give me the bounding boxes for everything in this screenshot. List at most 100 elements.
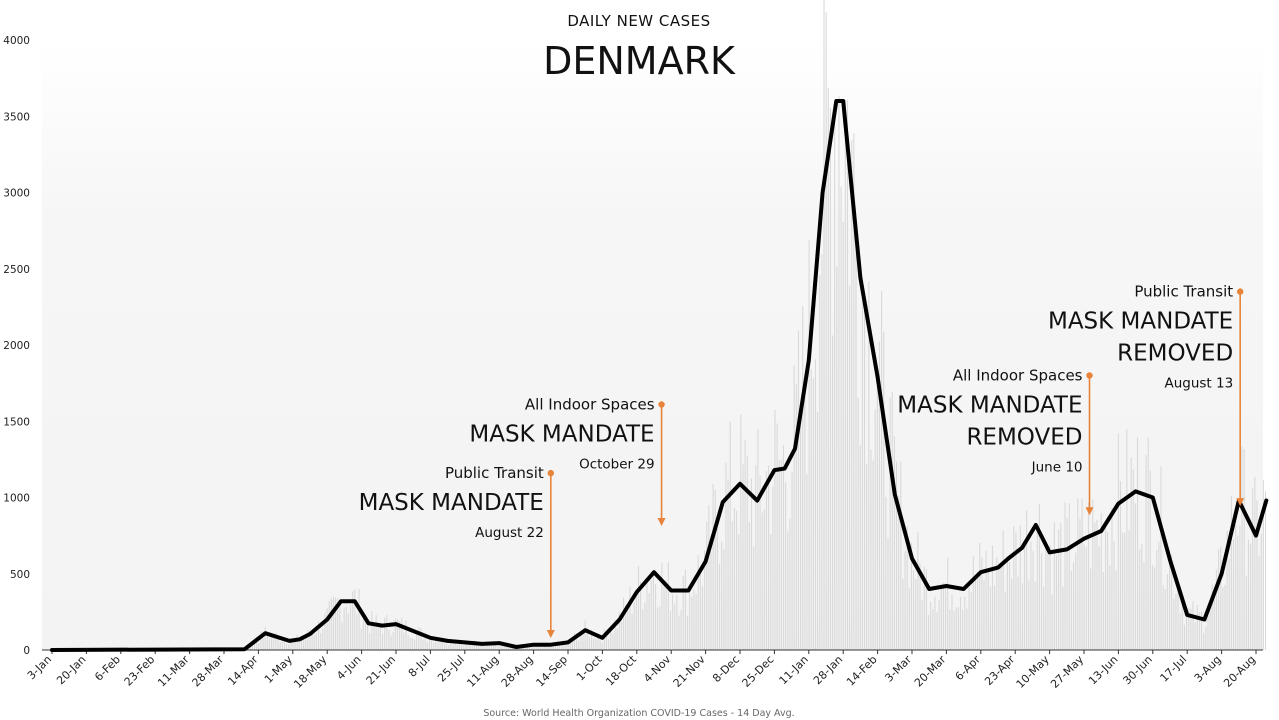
daily-bar	[1132, 469, 1134, 650]
daily-bar	[1186, 610, 1188, 650]
daily-bar	[420, 628, 422, 650]
daily-bar	[714, 489, 716, 650]
daily-bar	[469, 641, 471, 650]
daily-bar	[612, 633, 614, 650]
daily-bar	[482, 644, 484, 650]
x-tick-label: 25-Jul	[435, 653, 467, 685]
daily-bar	[1109, 565, 1111, 650]
daily-bar	[1207, 615, 1209, 650]
daily-bar	[337, 598, 339, 650]
daily-bar	[874, 409, 876, 650]
daily-bar	[1243, 449, 1245, 650]
daily-bar	[1215, 569, 1218, 650]
daily-bar	[701, 586, 704, 650]
daily-bar	[797, 330, 799, 650]
daily-bar	[452, 644, 454, 650]
daily-bar	[1077, 498, 1079, 650]
daily-bar	[1122, 532, 1124, 650]
x-tick-label: 1-May	[262, 653, 295, 686]
daily-bar	[800, 418, 802, 650]
daily-bar	[495, 644, 497, 650]
daily-bar	[288, 644, 290, 650]
daily-bar	[563, 643, 565, 650]
daily-bar	[772, 486, 774, 650]
daily-bar	[895, 461, 898, 650]
daily-bar	[1154, 567, 1156, 650]
daily-bar	[832, 335, 834, 650]
daily-bar	[1190, 608, 1192, 650]
daily-bar	[851, 140, 853, 650]
daily-bar	[750, 478, 753, 650]
daily-bar	[362, 618, 364, 650]
daily-bar	[842, 222, 844, 650]
x-tick-label: 27-May	[1048, 653, 1086, 691]
annotation-headline: MASK MANDATE	[359, 490, 544, 516]
daily-bar	[403, 632, 405, 650]
daily-bar	[676, 595, 678, 650]
daily-bar	[942, 582, 945, 650]
daily-bar	[1055, 555, 1058, 650]
daily-bar	[548, 643, 550, 650]
daily-bar	[527, 645, 529, 650]
daily-bar	[1145, 455, 1147, 650]
daily-bar	[298, 640, 300, 650]
daily-bar	[488, 645, 490, 650]
daily-bar	[808, 240, 810, 650]
y-tick-label: 500	[10, 569, 30, 581]
daily-bar	[622, 597, 625, 650]
daily-bar	[966, 608, 968, 650]
daily-bar	[614, 619, 616, 650]
daily-bar	[733, 508, 735, 650]
daily-bar	[761, 512, 763, 650]
daily-bar	[1241, 446, 1243, 650]
daily-bar	[829, 107, 831, 650]
daily-bar	[891, 392, 893, 650]
daily-bar	[996, 556, 998, 650]
daily-bar	[1098, 546, 1100, 650]
daily-bar	[1119, 481, 1122, 650]
daily-bar	[1252, 488, 1254, 650]
daily-bar	[1079, 518, 1081, 650]
daily-bar	[1047, 552, 1049, 650]
annotation-date: August 22	[475, 525, 544, 541]
daily-bar	[746, 455, 748, 650]
daily-bar	[1183, 624, 1186, 650]
daily-bar	[744, 440, 746, 650]
daily-bar	[324, 613, 326, 650]
daily-bar	[1147, 438, 1149, 650]
daily-bar	[375, 614, 377, 650]
x-tick-label: 14-Apr	[225, 653, 261, 689]
daily-bar	[467, 642, 469, 650]
daily-bar	[343, 608, 345, 650]
daily-bar	[586, 627, 588, 650]
daily-bar	[753, 546, 755, 650]
daily-bar	[699, 568, 701, 650]
daily-bar	[804, 393, 806, 650]
annotation-scope: All Indoor Spaces	[525, 395, 655, 413]
daily-bar	[917, 532, 919, 650]
x-tick-label: 28-Mar	[190, 653, 227, 690]
daily-bar	[1070, 570, 1072, 650]
daily-bar	[919, 563, 921, 650]
daily-bar	[590, 629, 593, 650]
daily-bar	[723, 549, 725, 650]
daily-bar	[320, 633, 322, 650]
daily-bar	[1168, 550, 1171, 650]
daily-bar	[1128, 530, 1130, 650]
daily-bar	[1175, 593, 1177, 650]
daily-bar	[1006, 557, 1008, 650]
y-tick-label: 2000	[3, 340, 30, 352]
daily-bar	[1203, 632, 1205, 650]
daily-bar	[1200, 611, 1203, 650]
daily-bar	[782, 445, 785, 650]
daily-bar	[411, 637, 413, 650]
daily-bar	[437, 641, 439, 650]
daily-bar	[802, 306, 804, 650]
daily-bar	[763, 509, 765, 650]
daily-bar	[1211, 584, 1213, 650]
annotation-scope: Public Transit	[1134, 283, 1233, 301]
daily-bar	[384, 617, 386, 650]
daily-bar	[1107, 532, 1109, 650]
daily-bar	[392, 632, 394, 650]
daily-bar	[390, 635, 392, 650]
